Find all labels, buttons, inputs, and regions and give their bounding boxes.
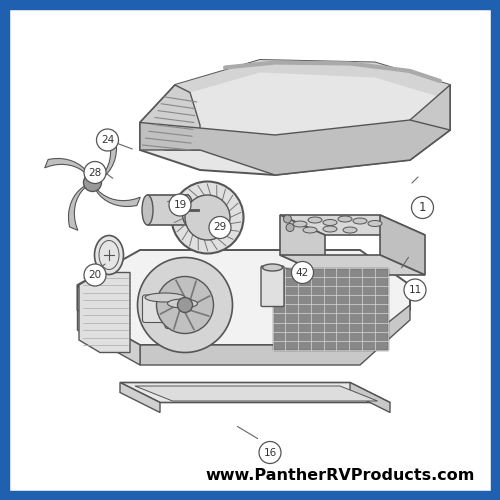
Polygon shape <box>135 386 378 401</box>
Text: 28: 28 <box>88 168 102 177</box>
Polygon shape <box>410 85 450 160</box>
Circle shape <box>404 279 426 301</box>
Polygon shape <box>280 255 425 275</box>
Ellipse shape <box>293 221 307 227</box>
Circle shape <box>172 182 244 254</box>
FancyBboxPatch shape <box>261 266 284 306</box>
Circle shape <box>84 174 102 192</box>
Polygon shape <box>140 85 200 150</box>
Polygon shape <box>78 310 140 365</box>
Circle shape <box>169 194 191 216</box>
Text: 16: 16 <box>264 448 276 458</box>
Circle shape <box>156 276 214 334</box>
Polygon shape <box>350 382 390 412</box>
Polygon shape <box>175 60 450 100</box>
Ellipse shape <box>142 195 153 225</box>
Circle shape <box>284 215 292 223</box>
Circle shape <box>178 298 192 312</box>
Polygon shape <box>68 186 86 230</box>
Polygon shape <box>120 382 390 402</box>
Circle shape <box>84 264 106 286</box>
Circle shape <box>412 196 434 218</box>
Polygon shape <box>79 272 130 352</box>
Ellipse shape <box>262 264 282 271</box>
Circle shape <box>84 162 106 184</box>
FancyBboxPatch shape <box>142 295 188 322</box>
Ellipse shape <box>303 227 317 233</box>
Ellipse shape <box>308 217 322 223</box>
Polygon shape <box>78 250 410 345</box>
Polygon shape <box>140 120 450 175</box>
Polygon shape <box>140 305 410 365</box>
Circle shape <box>259 442 281 464</box>
Text: www.PantherRVProducts.com: www.PantherRVProducts.com <box>206 468 474 483</box>
Circle shape <box>292 262 314 283</box>
Polygon shape <box>148 195 188 225</box>
Polygon shape <box>280 215 425 235</box>
Text: 11: 11 <box>408 285 422 295</box>
Text: 29: 29 <box>214 222 226 232</box>
Ellipse shape <box>353 218 367 224</box>
Ellipse shape <box>168 299 198 308</box>
Polygon shape <box>96 189 140 206</box>
Ellipse shape <box>323 220 337 226</box>
Polygon shape <box>120 382 160 412</box>
Ellipse shape <box>145 293 185 302</box>
Circle shape <box>96 129 118 151</box>
Polygon shape <box>380 215 425 275</box>
Circle shape <box>209 216 231 238</box>
Text: 42: 42 <box>296 268 309 278</box>
Polygon shape <box>280 215 325 275</box>
FancyBboxPatch shape <box>165 301 200 328</box>
Circle shape <box>138 258 232 352</box>
Text: 24: 24 <box>101 135 114 145</box>
Ellipse shape <box>323 226 337 232</box>
Polygon shape <box>272 268 388 350</box>
Text: 19: 19 <box>174 200 186 210</box>
Circle shape <box>185 195 230 240</box>
Ellipse shape <box>343 227 357 233</box>
Ellipse shape <box>368 220 382 226</box>
Ellipse shape <box>94 236 124 275</box>
Polygon shape <box>44 158 90 176</box>
Ellipse shape <box>182 195 193 225</box>
Polygon shape <box>140 60 450 175</box>
Text: 20: 20 <box>88 270 102 280</box>
Polygon shape <box>78 285 85 323</box>
Circle shape <box>286 224 294 232</box>
Ellipse shape <box>338 216 352 222</box>
Polygon shape <box>99 134 116 180</box>
Text: 1: 1 <box>419 201 426 214</box>
